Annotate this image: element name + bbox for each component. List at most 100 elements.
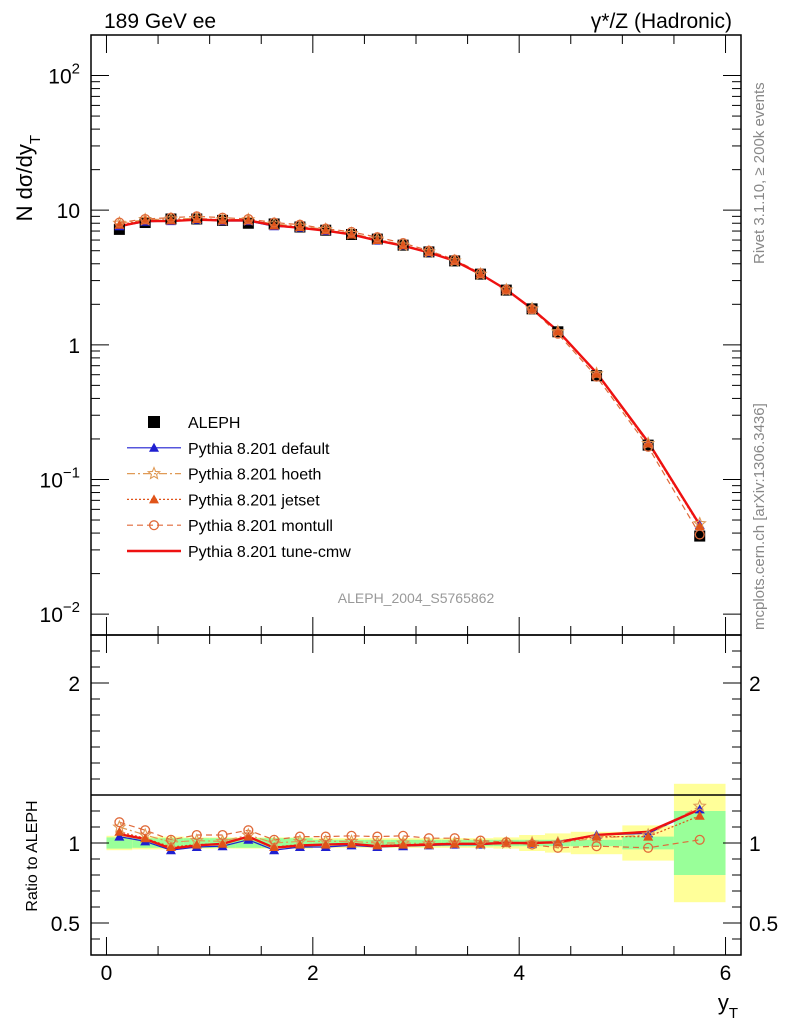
main-point-montull: [140, 213, 151, 225]
ratio-point-jetset: [591, 831, 602, 841]
ratio-point-jetset: [191, 839, 202, 849]
main-point-montull: [398, 238, 409, 249]
main-y-tick-label: 10: [57, 200, 80, 223]
main-point-montull: [449, 254, 460, 265]
legend-marker-data: [148, 416, 160, 428]
ratio-point-jetset: [527, 838, 538, 847]
main-point-montull: [217, 212, 228, 223]
ratio-point-jetset: [475, 838, 486, 848]
main-point-jetset: [552, 326, 563, 336]
ratio-point-jetset: [114, 826, 125, 836]
main-point-jetset: [372, 235, 383, 245]
ratio-point-montull: [501, 837, 512, 848]
main-point-montull: [423, 245, 434, 256]
ratio-point-jetset: [398, 839, 409, 849]
header-left-label: 189 GeV ee: [104, 10, 216, 33]
ratio-panel: 0.5 0.5 1 1 2 2 0 2 4 6 Ratio to ALEPH yT: [24, 634, 778, 1022]
ratio-point-montull: [643, 842, 654, 853]
main-point-data: [694, 530, 706, 542]
legend-marker-montull: [148, 520, 160, 531]
ratio-point-montull: [372, 831, 383, 842]
ratio-point-montull: [552, 842, 563, 853]
main-y-axis-label: N dσ/dyT: [12, 135, 44, 221]
legend-label-montull: Pythia 8.201 montull: [188, 518, 333, 535]
legend-label-data: ALEPH: [188, 415, 240, 432]
ratio-point-montull: [449, 833, 460, 844]
ratio-point-montull: [114, 817, 125, 828]
main-point-montull: [165, 212, 177, 223]
ratio-point-jetset: [449, 838, 460, 848]
main-point-jetset: [191, 214, 202, 224]
main-point-montull: [501, 284, 512, 295]
main-point-montull: [694, 529, 705, 540]
ratio-y-tick-label-right: 1: [749, 833, 761, 856]
legend-label-cmw: Pythia 8.201 tune-cmw: [188, 544, 351, 561]
main-y-tick-base: 1: [68, 335, 80, 358]
ratio-point-jetset: [165, 842, 176, 851]
legend-label-default: Pythia 8.201 default: [188, 441, 330, 458]
ratio-point-jetset: [269, 842, 280, 851]
main-y-tick-base: 10: [57, 200, 80, 223]
main-y-tick-label: 102: [48, 61, 80, 89]
main-y-tick-label: 1: [68, 335, 80, 358]
ratio-point-jetset: [294, 839, 305, 849]
x-tick-label: 0: [101, 962, 113, 985]
ratio-point-hoeth: [692, 798, 707, 813]
ratio-point-montull: [475, 835, 486, 846]
main-y-tick-exponent: −1: [63, 464, 80, 481]
main-point-montull: [294, 219, 305, 230]
ratio-point-montull: [165, 834, 177, 845]
main-point-montull: [643, 441, 654, 452]
main-point-montull: [372, 232, 383, 243]
ratio-plot-marks: [112, 798, 707, 855]
ratio-point-montull: [423, 833, 434, 844]
main-point-montull: [591, 371, 602, 382]
ratio-point-default: [114, 831, 125, 841]
x-tick-label: 4: [513, 962, 525, 985]
x-axis-label-main: y: [718, 990, 729, 1015]
main-point-jetset: [423, 246, 434, 256]
ratio-point-montull: [191, 829, 202, 841]
ratio-band-inner: [106, 837, 133, 849]
main-y-axis-label-main: N dσ/dy: [12, 144, 37, 221]
ratio-point-montull: [269, 834, 280, 845]
main-point-jetset: [591, 368, 602, 378]
ratio-band-inner: [570, 839, 623, 847]
ratio-point-jetset: [217, 838, 228, 848]
ratio-point-jetset: [694, 810, 705, 820]
x-axis-label-sub: T: [729, 1005, 738, 1022]
main-y-tick-base: 10: [40, 469, 63, 492]
legend-label-jetset: Pythia 8.201 jetset: [188, 492, 320, 509]
main-y-axis-label-sub: T: [27, 135, 44, 144]
main-y-tick-exponent: −2: [63, 599, 80, 616]
legend-marker-hoeth: [146, 466, 162, 480]
main-point-montull: [269, 217, 280, 228]
watermark-label: ALEPH_2004_S5765862: [338, 590, 495, 606]
ratio-point-montull: [217, 829, 228, 841]
ratio-point-jetset: [243, 831, 254, 841]
ratio-point-montull: [591, 841, 602, 852]
ratio-point-montull: [140, 825, 151, 836]
ratio-point-jetset: [423, 839, 434, 849]
ratio-point-jetset: [501, 838, 512, 847]
main-point-jetset: [527, 303, 538, 313]
ratio-y-axis-label: Ratio to ALEPH: [24, 800, 41, 911]
x-tick-label: 2: [307, 962, 319, 985]
ratio-point-montull: [694, 834, 705, 845]
main-point-jetset: [694, 521, 705, 531]
main-point-jetset: [217, 215, 228, 225]
ratio-point-jetset: [140, 833, 151, 843]
ratio-point-jetset: [346, 838, 357, 848]
main-point-montull: [475, 268, 486, 279]
ratio-point-montull: [294, 831, 305, 842]
main-point-montull: [527, 304, 538, 315]
ratio-axes: 0.5 0.5 1 1 2 2 0 2 4 6: [51, 634, 778, 985]
main-y-tick-exponent: 2: [72, 61, 80, 78]
legend-label-hoeth: Pythia 8.201 hoeth: [188, 467, 321, 484]
main-point-jetset: [501, 284, 512, 294]
ratio-y-tick-label-right: 2: [749, 673, 761, 696]
ratio-point-montull: [527, 839, 538, 850]
ratio-frame: [90, 634, 742, 956]
